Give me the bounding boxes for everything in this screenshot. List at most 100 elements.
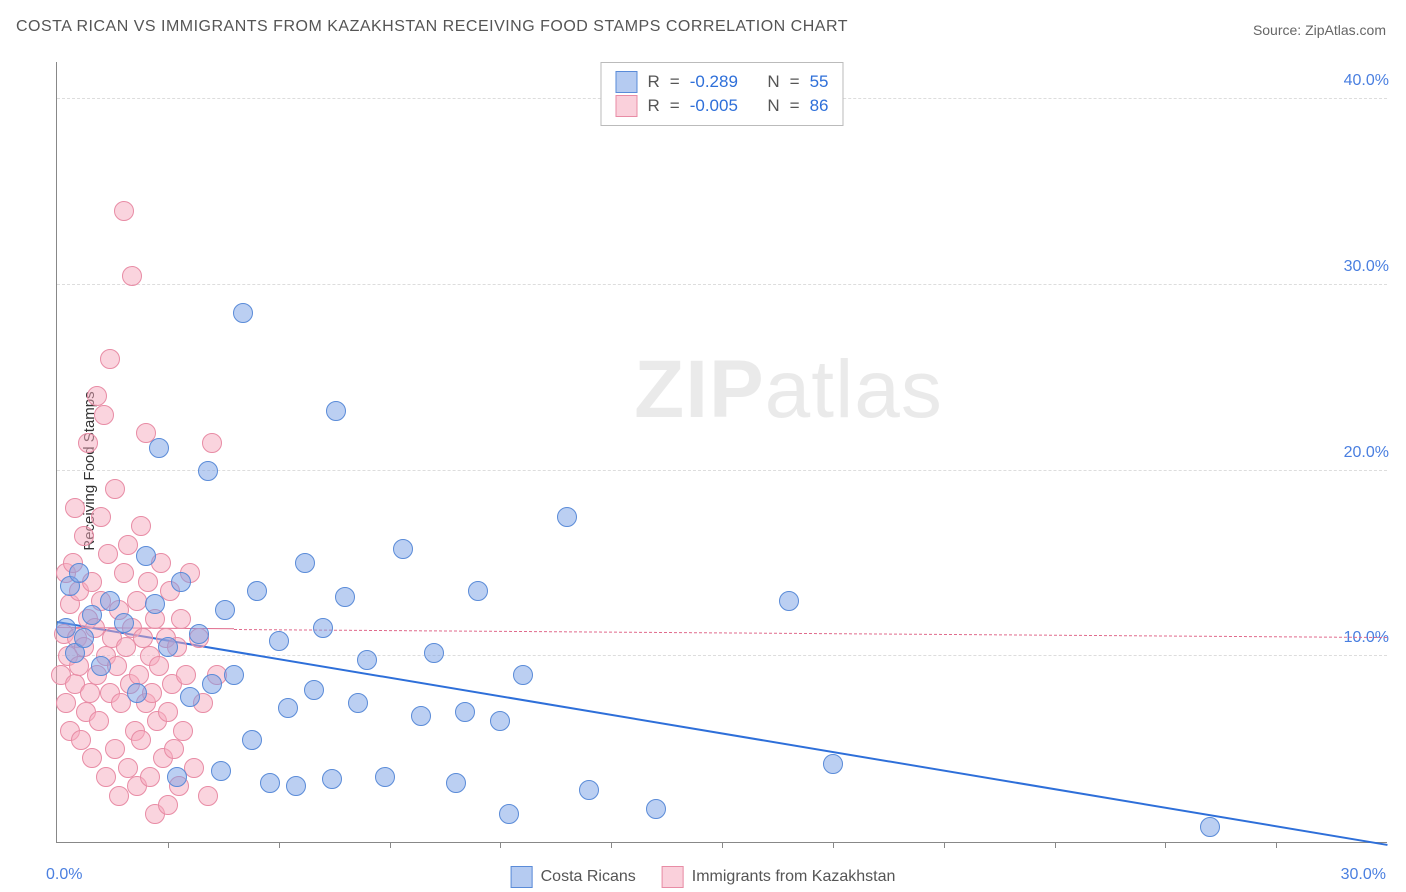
data-point bbox=[1200, 817, 1220, 837]
data-point bbox=[499, 804, 519, 824]
data-point bbox=[100, 591, 120, 611]
x-tick bbox=[1165, 842, 1166, 848]
legend-label-blue: Costa Ricans bbox=[541, 868, 636, 886]
legend-item-blue: Costa Ricans bbox=[511, 866, 636, 888]
data-point bbox=[133, 628, 153, 648]
series-legend: Costa Ricans Immigrants from Kazakhstan bbox=[511, 866, 896, 888]
data-point bbox=[138, 572, 158, 592]
y-tick-label: 30.0% bbox=[1344, 258, 1389, 276]
data-point bbox=[180, 687, 200, 707]
data-point bbox=[176, 665, 196, 685]
x-tick bbox=[500, 842, 501, 848]
x-tick bbox=[722, 842, 723, 848]
data-point bbox=[557, 507, 577, 527]
x-tick bbox=[279, 842, 280, 848]
x-tick bbox=[390, 842, 391, 848]
eq-sign: = bbox=[670, 96, 680, 116]
data-point bbox=[127, 683, 147, 703]
data-point bbox=[490, 711, 510, 731]
r-label: R bbox=[647, 72, 659, 92]
data-point bbox=[198, 461, 218, 481]
data-point bbox=[779, 591, 799, 611]
data-point bbox=[114, 201, 134, 221]
data-point bbox=[424, 643, 444, 663]
gridline bbox=[57, 284, 1387, 285]
data-point bbox=[224, 665, 244, 685]
watermark-bold: ZIP bbox=[634, 344, 765, 435]
data-point bbox=[96, 767, 116, 787]
y-tick-label: 10.0% bbox=[1344, 629, 1389, 647]
swatch-blue-icon bbox=[615, 71, 637, 93]
data-point bbox=[357, 650, 377, 670]
x-tick-end: 30.0% bbox=[1341, 866, 1386, 884]
data-point bbox=[158, 637, 178, 657]
data-point bbox=[71, 730, 91, 750]
data-point bbox=[82, 748, 102, 768]
gridline bbox=[57, 470, 1387, 471]
data-point bbox=[335, 587, 355, 607]
eq-sign: = bbox=[670, 72, 680, 92]
n-value-pink: 86 bbox=[810, 96, 829, 116]
legend-item-pink: Immigrants from Kazakhstan bbox=[662, 866, 896, 888]
data-point bbox=[131, 516, 151, 536]
data-point bbox=[145, 594, 165, 614]
watermark: ZIPatlas bbox=[634, 343, 943, 437]
data-point bbox=[173, 721, 193, 741]
data-point bbox=[322, 769, 342, 789]
data-point bbox=[446, 773, 466, 793]
data-point bbox=[184, 758, 204, 778]
data-point bbox=[127, 591, 147, 611]
x-tick bbox=[944, 842, 945, 848]
swatch-pink-icon bbox=[662, 866, 684, 888]
data-point bbox=[455, 702, 475, 722]
data-point bbox=[149, 438, 169, 458]
data-point bbox=[468, 581, 488, 601]
data-point bbox=[78, 433, 98, 453]
data-point bbox=[202, 674, 222, 694]
data-point bbox=[233, 303, 253, 323]
data-point bbox=[87, 386, 107, 406]
data-point bbox=[247, 581, 267, 601]
correlation-legend: R = -0.289 N = 55 R = -0.005 N = 86 bbox=[600, 62, 843, 126]
data-point bbox=[89, 711, 109, 731]
eq-sign: = bbox=[790, 72, 800, 92]
data-point bbox=[171, 609, 191, 629]
swatch-pink-icon bbox=[615, 95, 637, 117]
data-point bbox=[82, 605, 102, 625]
data-point bbox=[136, 546, 156, 566]
data-point bbox=[198, 786, 218, 806]
data-point bbox=[411, 706, 431, 726]
data-point bbox=[74, 526, 94, 546]
data-point bbox=[158, 795, 178, 815]
x-tick bbox=[168, 842, 169, 848]
data-point bbox=[313, 618, 333, 638]
r-label: R bbox=[647, 96, 659, 116]
data-point bbox=[513, 665, 533, 685]
data-point bbox=[91, 656, 111, 676]
data-point bbox=[94, 405, 114, 425]
data-point bbox=[269, 631, 289, 651]
watermark-rest: atlas bbox=[765, 344, 943, 435]
chart-title: COSTA RICAN VS IMMIGRANTS FROM KAZAKHSTA… bbox=[16, 18, 848, 36]
y-tick-label: 20.0% bbox=[1344, 444, 1389, 462]
data-point bbox=[105, 739, 125, 759]
n-label: N bbox=[767, 72, 779, 92]
data-point bbox=[295, 553, 315, 573]
data-point bbox=[114, 613, 134, 633]
data-point bbox=[286, 776, 306, 796]
x-tick bbox=[1276, 842, 1277, 848]
data-point bbox=[118, 758, 138, 778]
data-point bbox=[149, 656, 169, 676]
data-point bbox=[69, 563, 89, 583]
data-point bbox=[98, 544, 118, 564]
data-point bbox=[260, 773, 280, 793]
data-point bbox=[129, 665, 149, 685]
data-point bbox=[579, 780, 599, 800]
data-point bbox=[140, 767, 160, 787]
data-point bbox=[326, 401, 346, 421]
x-tick bbox=[1055, 842, 1056, 848]
source-link[interactable]: ZipAtlas.com bbox=[1305, 22, 1386, 38]
plot-area: ZIPatlas R = -0.289 N = 55 R = -0.005 N bbox=[56, 62, 1387, 843]
data-point bbox=[65, 498, 85, 518]
data-point bbox=[171, 572, 191, 592]
